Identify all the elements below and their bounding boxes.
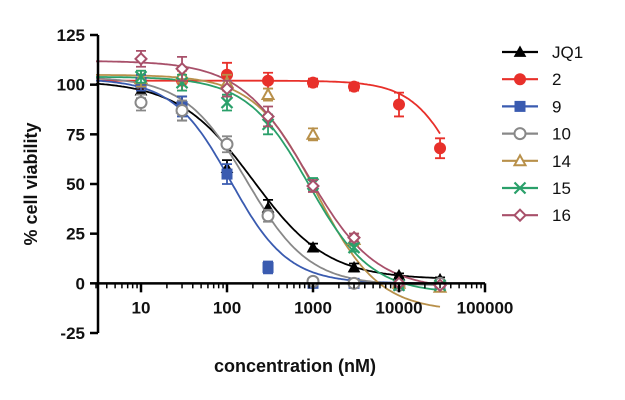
y-axis-title: % cell viability [21,122,41,245]
data-point [305,126,321,140]
data-point [221,168,233,180]
x-tick-label: 10000 [375,298,422,317]
data-point [134,96,148,110]
y-tick-label: 100 [57,76,85,95]
data-point [347,260,361,273]
data-point [175,103,189,117]
y-tick-label: -25 [60,324,85,343]
legend-label: 14 [552,152,571,171]
legend-label: 2 [552,70,561,89]
data-point [175,76,189,89]
data-point [261,109,275,124]
x-axis-title: concentration (nM) [214,356,376,376]
y-tick-label: 50 [66,175,85,194]
legend-label: JQ1 [552,43,583,62]
x-tick-label: 100000 [457,298,514,317]
legend-marker [514,100,526,112]
legend-label: 9 [552,97,561,116]
legend-label: 10 [552,125,571,144]
legend-marker [513,181,527,195]
data-point [306,241,320,253]
data-point [262,74,275,87]
x-tick-label: 10 [132,298,151,317]
data-point [347,241,361,254]
x-tick-label: 1000 [294,298,332,317]
y-tick-label: 125 [57,26,85,45]
y-tick-label: 0 [76,274,85,293]
data-point [134,70,148,83]
data-point [262,261,274,273]
legend-marker [514,73,526,86]
data-point [348,80,361,93]
data-point [260,87,276,100]
data-point [393,98,405,111]
y-tick-label: 25 [66,225,85,244]
legend-marker [512,153,528,167]
data-point [134,51,148,66]
data-point [306,179,320,193]
legend-marker [513,45,527,57]
data-point [261,209,275,223]
x-tick-label: 100 [213,298,241,317]
legend-marker [513,208,527,223]
data-point [220,96,234,109]
legend-label: 15 [552,179,571,198]
y-tick-label: 75 [66,125,85,144]
data-point [347,230,361,245]
data-point [307,76,319,89]
data-point [175,61,189,76]
legend: JQ1 2 9 10 14 15 16 [502,43,583,225]
data-point [220,137,234,151]
data-point [220,81,234,96]
legend-marker [513,127,527,141]
axes: -25 0 25 50 75 100 125 10 100 1000 10000 100000 [57,26,514,343]
legend-label: 16 [552,206,571,225]
plot-area [95,49,448,308]
data-point [434,142,447,155]
